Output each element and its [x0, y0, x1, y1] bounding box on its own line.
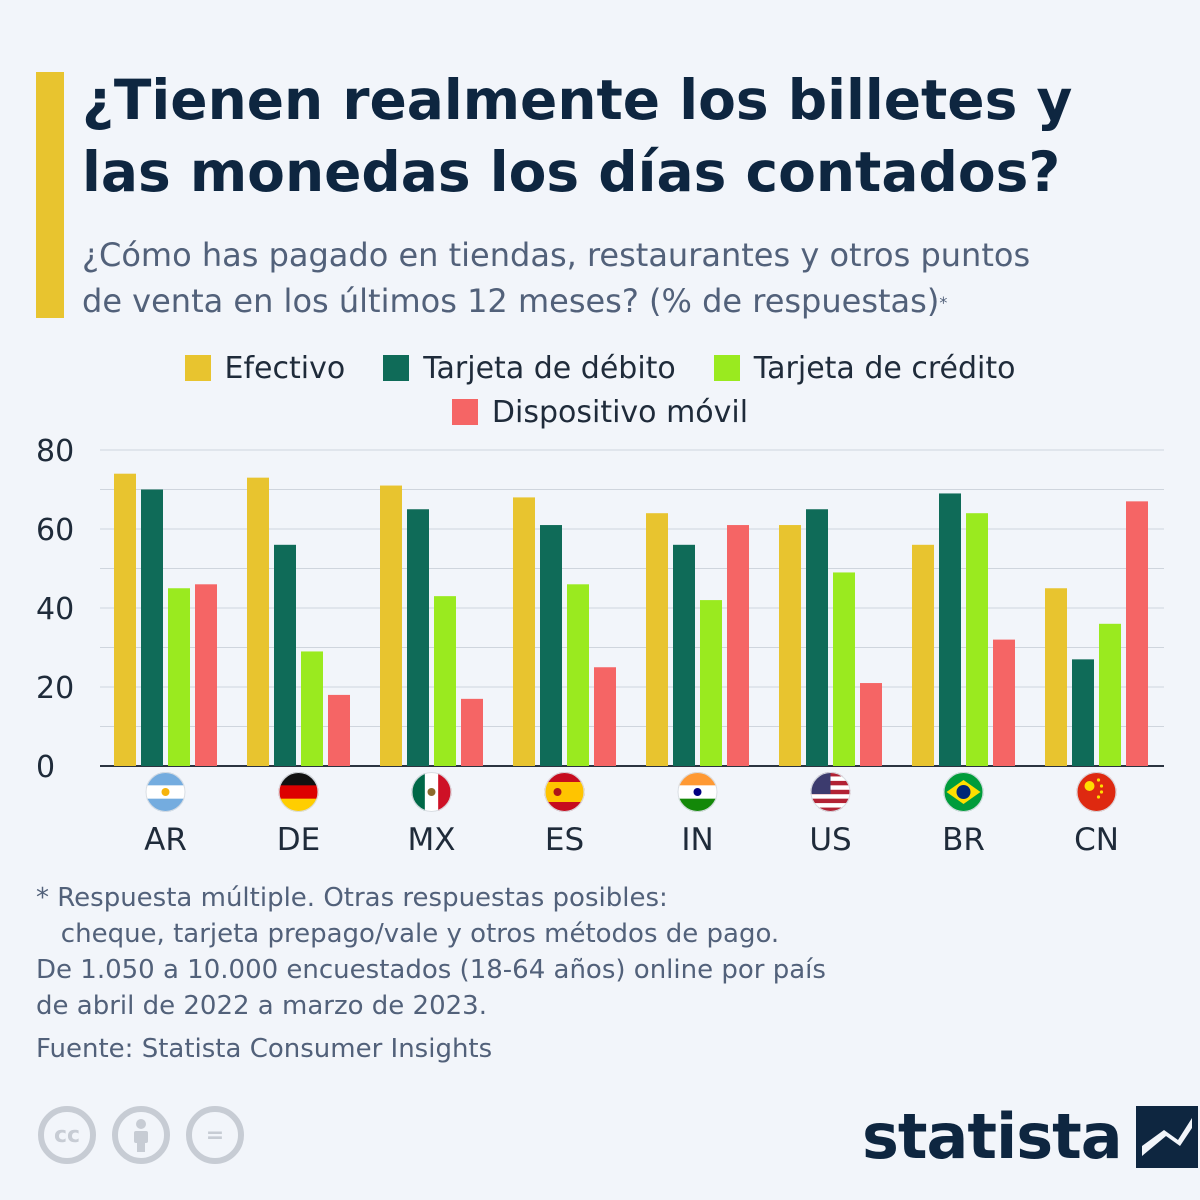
- person-glyph: [134, 1119, 148, 1152]
- legend-swatch-debito: [383, 355, 410, 381]
- bar-us-2: [833, 572, 855, 766]
- x-tick-label: AR: [144, 822, 187, 858]
- footnote-line: * Respuesta múltiple. Otras respuestas p…: [36, 883, 668, 913]
- y-tick-label: 60: [36, 513, 74, 548]
- bar-us-3: [860, 683, 882, 766]
- bar-cn-1: [1072, 659, 1094, 766]
- bar-ar-2: [168, 588, 190, 766]
- bar-es-2: [567, 584, 589, 766]
- bar-es-0: [513, 497, 535, 766]
- x-tick-label: US: [809, 822, 851, 858]
- legend-label-movil: Dispositivo móvil: [491, 394, 749, 430]
- y-tick-label: 0: [36, 750, 55, 785]
- footnote-line: cheque, tarjeta prepago/vale y otros mét…: [36, 919, 780, 949]
- x-tick-label: IN: [681, 822, 713, 858]
- bar-in-0: [646, 513, 668, 766]
- bar-es-1: [540, 525, 562, 766]
- license-icons: cc =: [38, 1106, 244, 1164]
- bar-br-2: [966, 513, 988, 766]
- spain-flag-icon-ring: [544, 772, 585, 812]
- legend-label-debito: Tarjeta de débito: [423, 350, 676, 386]
- subtitle-asterisk: *: [939, 293, 948, 312]
- legend-row-2: Dispositivo móvil: [0, 390, 1200, 434]
- bar-chart: 0 20 40 60 80 AR DE MX ES IN US BR CN: [36, 434, 1164, 858]
- legend-label-credito: Tarjeta de crédito: [753, 350, 1016, 386]
- page-title: ¿Tienen realmente los billetes y las mon…: [82, 68, 1073, 204]
- bar-in-1: [673, 544, 695, 766]
- bar-br-0: [912, 544, 934, 766]
- china-flag-icon-ring: [1076, 772, 1117, 812]
- title-accent-bar: [36, 72, 64, 318]
- bar-de-2: [301, 651, 323, 766]
- no-derivatives-icon[interactable]: =: [186, 1106, 244, 1164]
- legend-row-1: Efectivo Tarjeta de débito Tarjeta de cr…: [0, 346, 1200, 390]
- x-tick-label: DE: [277, 822, 320, 858]
- legend-item-movil: Dispositivo móvil: [451, 394, 749, 430]
- brazil-flag-icon: [943, 772, 984, 812]
- bar-de-3: [328, 694, 350, 766]
- legend-swatch-credito: [713, 355, 740, 381]
- brand-logo[interactable]: statista: [862, 1100, 1198, 1173]
- china-flag-icon: [1076, 772, 1117, 812]
- bar-us-1: [806, 509, 828, 766]
- bar-de-1: [274, 544, 296, 766]
- brand-name: statista: [862, 1100, 1123, 1173]
- mexico-flag-icon-ring: [411, 772, 452, 812]
- bar-br-1: [939, 493, 961, 766]
- legend-item-credito: Tarjeta de crédito: [713, 350, 1016, 386]
- bar-mx-1: [407, 509, 429, 766]
- y-tick-label: 20: [36, 671, 74, 706]
- bar-mx-0: [380, 485, 402, 766]
- legend-item-debito: Tarjeta de débito: [383, 351, 676, 386]
- bar-mx-3: [461, 698, 483, 766]
- india-flag-icon-ring: [677, 772, 718, 812]
- bar-cn-0: [1045, 588, 1067, 766]
- bar-ar-0: [114, 473, 136, 766]
- legend-swatch-efectivo: [184, 355, 211, 381]
- source-text: Fuente: Statista Consumer Insights: [36, 1034, 493, 1064]
- bar-es-3: [594, 667, 616, 766]
- y-tick-label: 80: [36, 434, 74, 469]
- x-tick-label: MX: [408, 822, 456, 858]
- legend-swatch-movil: [451, 399, 478, 425]
- bar-us-0: [779, 525, 801, 766]
- subtitle-text: ¿Cómo has pagado en tiendas, restaurante…: [82, 236, 1031, 320]
- bar-cn-2: [1099, 623, 1121, 766]
- y-tick-label: 40: [36, 592, 74, 627]
- brazil-flag-icon-ring: [943, 772, 984, 812]
- bar-cn-3: [1126, 501, 1148, 766]
- footnote-line: de abril de 2022 a marzo de 2023.: [36, 991, 487, 1021]
- bar-br-3: [993, 639, 1015, 766]
- legend-label-efectivo: Efectivo: [224, 350, 346, 386]
- bar-de-0: [247, 477, 269, 766]
- bar-in-3: [727, 525, 749, 766]
- legend-item-efectivo: Efectivo: [184, 350, 346, 386]
- x-tick-label: ES: [545, 822, 584, 858]
- cc-icon[interactable]: cc: [38, 1106, 96, 1164]
- bar-ar-1: [141, 489, 163, 766]
- page-subtitle: ¿Cómo has pagado en tiendas, restaurante…: [82, 232, 1182, 324]
- germany-flag-icon-ring: [278, 772, 319, 812]
- footnote-line: De 1.050 a 10.000 encuestados (18-64 año…: [36, 955, 826, 985]
- usa-flag-icon-ring: [810, 772, 851, 812]
- spain-flag-icon: [544, 772, 585, 812]
- x-tick-label: CN: [1074, 822, 1119, 858]
- argentina-flag-icon-ring: [145, 772, 186, 812]
- bar-in-2: [700, 600, 722, 766]
- chart-legend: Efectivo Tarjeta de débito Tarjeta de cr…: [0, 346, 1200, 434]
- bar-mx-2: [434, 596, 456, 766]
- statista-logo-icon: [1135, 1105, 1198, 1168]
- footnote: * Respuesta múltiple. Otras respuestas p…: [36, 880, 936, 1024]
- x-tick-label: BR: [942, 822, 985, 858]
- attribution-icon[interactable]: [112, 1106, 170, 1164]
- bar-ar-3: [195, 584, 217, 766]
